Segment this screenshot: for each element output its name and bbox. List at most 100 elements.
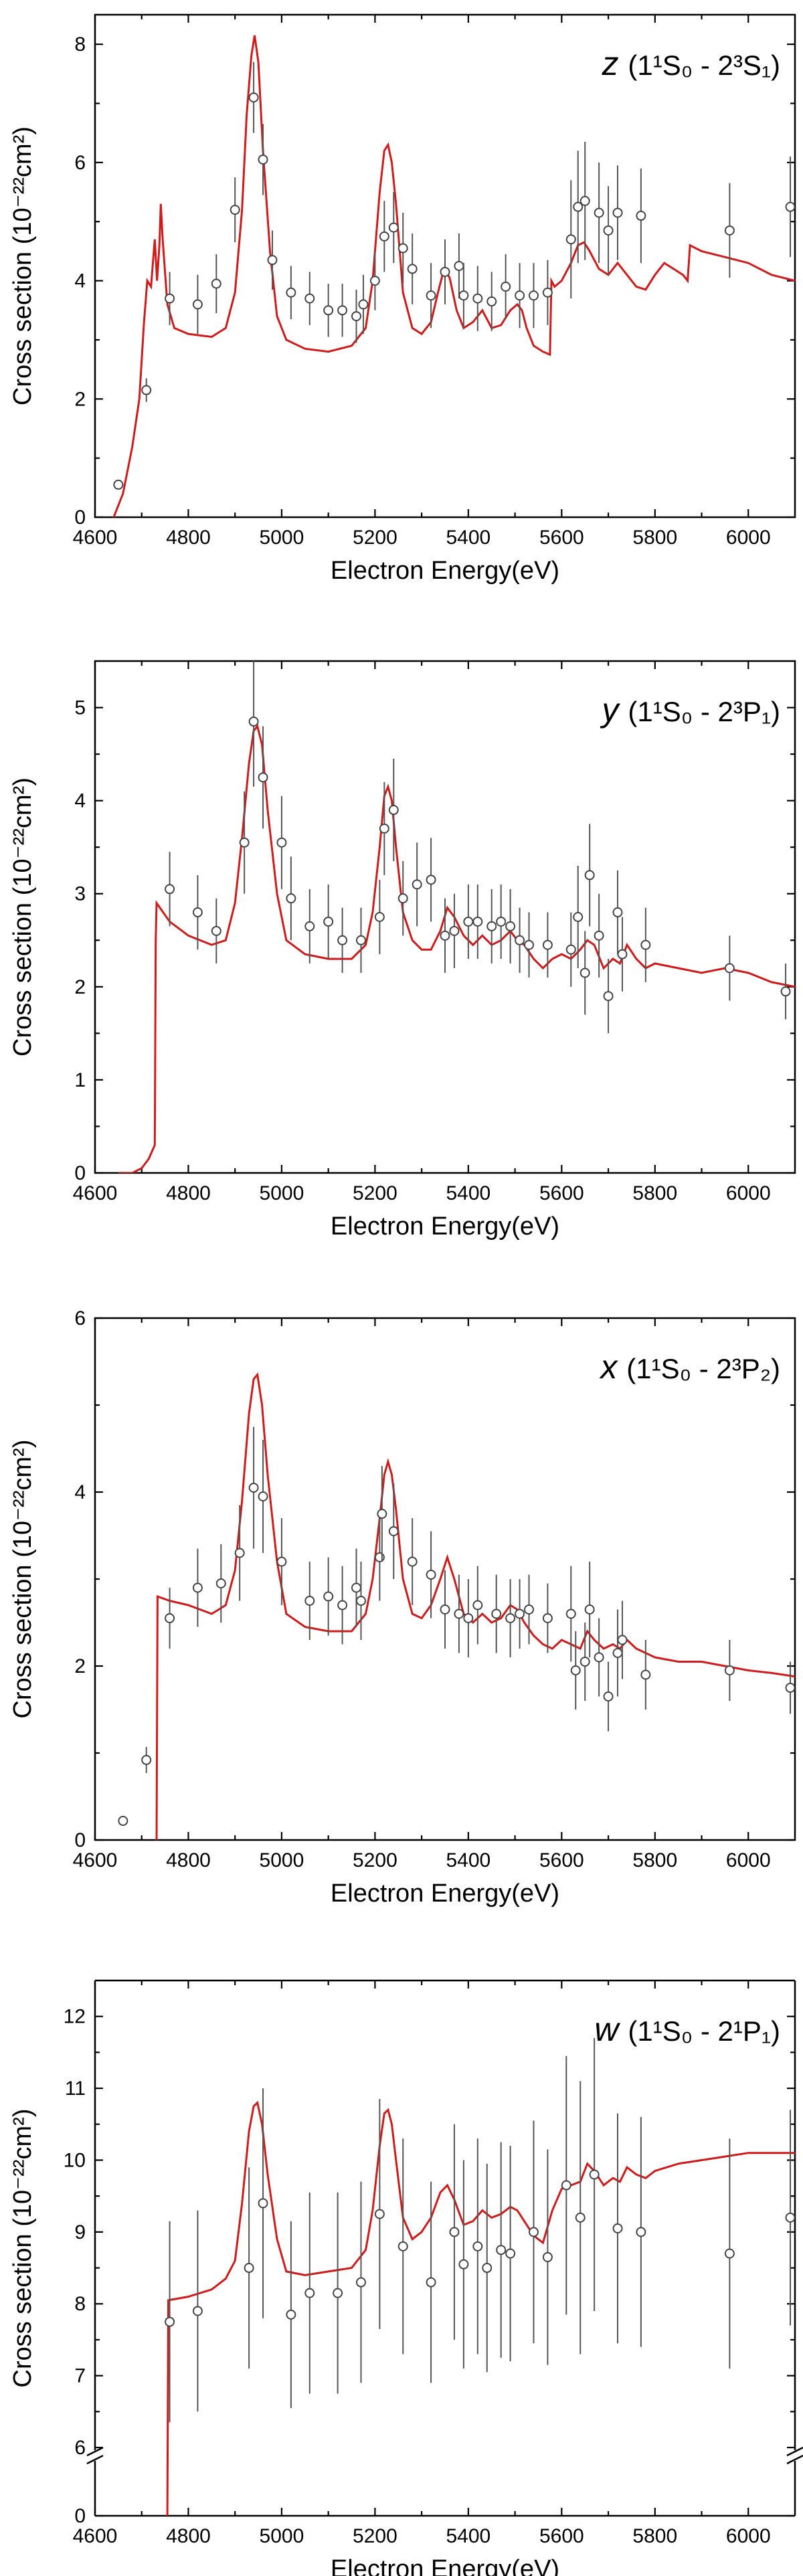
data-point bbox=[355, 2277, 366, 2288]
axis-break-mark bbox=[786, 2454, 803, 2465]
data-point bbox=[412, 879, 422, 890]
data-layer bbox=[118, 661, 795, 1173]
data-point bbox=[192, 907, 203, 918]
data-point bbox=[323, 305, 334, 316]
x-tick-label: 4600 bbox=[73, 1182, 118, 1204]
y-tick-label: 0 bbox=[74, 1162, 86, 1184]
data-point bbox=[248, 716, 259, 727]
data-point bbox=[524, 939, 535, 950]
data-point bbox=[724, 963, 735, 974]
data-point bbox=[515, 1608, 525, 1619]
data-point bbox=[323, 1591, 334, 1602]
data-point bbox=[573, 912, 584, 922]
data-point bbox=[267, 255, 278, 266]
data-point bbox=[612, 207, 623, 218]
data-point bbox=[304, 293, 315, 304]
data-point bbox=[524, 1604, 535, 1615]
data-point bbox=[780, 986, 791, 997]
x-tick-label: 5400 bbox=[446, 527, 490, 549]
data-point bbox=[258, 154, 268, 165]
data-point bbox=[388, 805, 399, 816]
y-tick-label: 7 bbox=[74, 2365, 86, 2387]
data-point bbox=[542, 287, 553, 298]
data-point bbox=[355, 1596, 366, 1606]
data-point bbox=[379, 823, 389, 834]
x-tick-label: 6000 bbox=[726, 2525, 771, 2547]
chart-panel-2: 4600 4800 5000 5200 5400 5600 5800 6000 0 1 2 3 4 5 El… bbox=[9, 660, 796, 1240]
data-point bbox=[496, 2245, 507, 2256]
panel-title: w (1¹S₀ - 2¹P₁) bbox=[594, 2011, 780, 2048]
data-point bbox=[603, 1691, 614, 1701]
data-point bbox=[244, 2263, 254, 2274]
x-tick-label: 5600 bbox=[539, 1849, 584, 1871]
x-tick-label: 5200 bbox=[353, 1182, 397, 1204]
data-point bbox=[528, 290, 539, 301]
data-point bbox=[113, 479, 124, 490]
panel-title-symbol: z bbox=[601, 45, 628, 82]
data-point bbox=[449, 2227, 460, 2237]
data-point bbox=[515, 290, 525, 301]
data-point bbox=[379, 231, 389, 242]
data-point bbox=[211, 925, 221, 936]
y-tick-label: 6 bbox=[74, 152, 86, 174]
data-point bbox=[374, 912, 385, 922]
data-point bbox=[304, 2288, 315, 2298]
data-point bbox=[454, 1608, 464, 1619]
data-point bbox=[286, 893, 296, 904]
y-tick-label: 4 bbox=[74, 790, 86, 812]
data-layer bbox=[165, 2037, 795, 2516]
data-point bbox=[276, 837, 287, 848]
data-point bbox=[472, 1600, 483, 1611]
data-point bbox=[463, 916, 474, 927]
data-point bbox=[407, 264, 418, 274]
data-point bbox=[584, 870, 595, 881]
x-tick-label: 5200 bbox=[353, 527, 397, 549]
data-point bbox=[640, 1669, 651, 1680]
data-point bbox=[472, 2241, 483, 2251]
y-axis-label: Cross section (10⁻²²cm²) bbox=[9, 2109, 37, 2388]
y-tick-label: 0 bbox=[74, 507, 86, 529]
x-tick-label: 6000 bbox=[726, 1849, 771, 1871]
data-point bbox=[505, 2248, 516, 2259]
data-point bbox=[165, 884, 175, 895]
data-point bbox=[258, 1491, 268, 1501]
plot-frame bbox=[94, 660, 796, 1174]
x-tick-label: 5000 bbox=[260, 1182, 304, 1204]
data-point bbox=[594, 207, 604, 218]
data-point bbox=[724, 1665, 735, 1675]
data-point bbox=[565, 1608, 576, 1619]
chart-panel-4: 4600 4800 5000 5200 5400 5600 5800 6000 0 6 7 8 9 10 1… bbox=[9, 1979, 803, 2576]
data-point bbox=[505, 1613, 516, 1623]
y-tick-label: 0 bbox=[74, 1829, 86, 1851]
x-tick-label: 5800 bbox=[632, 2525, 677, 2547]
x-tick-label: 4600 bbox=[73, 527, 118, 549]
data-point bbox=[584, 1604, 595, 1615]
data-point bbox=[165, 2316, 175, 2327]
data-point bbox=[594, 1652, 604, 1663]
panel-title: z (1¹S₀ - 2³S₁) bbox=[601, 45, 780, 82]
y-tick-label: 6 bbox=[74, 2437, 86, 2459]
chart-panel-1: 4600 4800 5000 5200 5400 5600 5800 6000 0 2 4 6 8 Ele… bbox=[9, 13, 796, 585]
data-point bbox=[785, 1683, 795, 1693]
x-tick-label: 5200 bbox=[353, 2525, 397, 2547]
data-point bbox=[337, 1600, 348, 1611]
data-point bbox=[482, 2263, 493, 2274]
panel-title-symbol: w bbox=[594, 2011, 628, 2048]
data-point bbox=[230, 205, 240, 215]
y-tick-label: 2 bbox=[74, 1655, 86, 1677]
y-tick-label: 2 bbox=[74, 976, 86, 998]
data-point bbox=[724, 225, 735, 236]
x-tick-label: 5200 bbox=[353, 1849, 397, 1871]
data-point bbox=[472, 293, 483, 304]
data-layer bbox=[118, 1372, 795, 1840]
data-point bbox=[407, 1556, 418, 1567]
plot-frame bbox=[94, 13, 796, 519]
data-point bbox=[304, 1596, 315, 1606]
x-tick-label: 4600 bbox=[73, 2525, 118, 2547]
data-point bbox=[542, 939, 553, 950]
x-tick-label: 4800 bbox=[166, 2525, 211, 2547]
y-axis-label: Cross section (10⁻²²cm²) bbox=[9, 777, 37, 1056]
data-point bbox=[575, 2212, 586, 2223]
x-axis-label: Electron Energy(eV) bbox=[331, 1212, 559, 1240]
x-axis-label: Electron Energy(eV) bbox=[331, 2555, 559, 2576]
